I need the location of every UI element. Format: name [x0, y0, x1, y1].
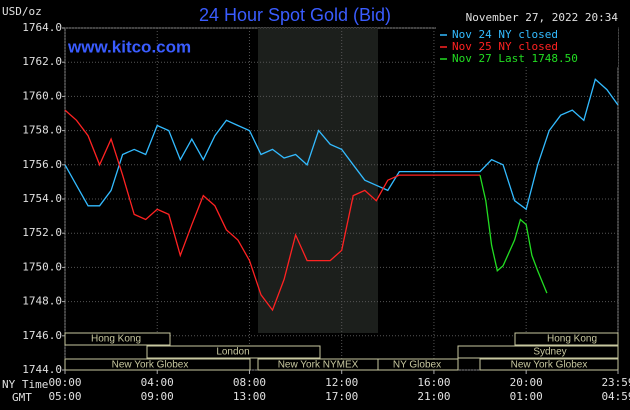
x-tick-label: 16:00: [417, 376, 450, 389]
series-line: [64, 78, 619, 211]
y-tick-label: 1764.0: [22, 21, 62, 34]
market-hours-band: [258, 28, 378, 333]
session-bar: [64, 332, 171, 346]
lines: [64, 78, 619, 312]
y-tick-label: 1756.0: [22, 158, 62, 171]
timestamp: November 27, 2022 20:34: [466, 11, 619, 24]
x2-axis-label: GMT: [12, 391, 32, 404]
chart-title: 24 Hour Spot Gold (Bid): [199, 5, 391, 25]
session-label: Hong Kong: [547, 334, 597, 345]
y-tick-label: 1746.0: [22, 329, 62, 342]
y-axis-label: USD/oz: [2, 5, 42, 18]
x-tick-label: 00:00: [48, 376, 81, 389]
session-label: New York Globex: [511, 360, 588, 371]
y-tick-label: 1748.0: [22, 295, 62, 308]
x-axis-label: NY Time: [2, 378, 48, 391]
series-line: [64, 109, 480, 312]
y-tick-label: 1758.0: [22, 124, 62, 137]
x2-tick-label: 17:00: [325, 390, 358, 403]
x-tick-label: 12:00: [325, 376, 358, 389]
session-label: NY Globex: [393, 360, 441, 371]
x2-tick-label: 04:59: [601, 390, 630, 403]
x-tick-label: 04:00: [141, 376, 174, 389]
watermark: www.kitco.com: [67, 37, 191, 56]
x2-tick-label: 09:00: [141, 390, 174, 403]
x-tick-label: 23:59: [601, 376, 630, 389]
x2-tick-label: 05:00: [48, 390, 81, 403]
legend-box: [436, 27, 618, 67]
x2-tick-label: 01:00: [510, 390, 543, 403]
series-line: [479, 174, 548, 294]
session-label: Hong Kong: [91, 334, 141, 345]
session-bar: [479, 358, 619, 371]
x2-tick-label: 13:00: [233, 390, 266, 403]
x-tick-label: 08:00: [233, 376, 266, 389]
y-tick-label: 1752.0: [22, 226, 62, 239]
y-tick-label: 1750.0: [22, 260, 62, 273]
session-bar: [514, 332, 619, 346]
x2-tick-label: 21:00: [417, 390, 450, 403]
session-label: Sydney: [533, 347, 566, 358]
legend-label: Nov 24 NY closed: [452, 28, 558, 41]
legend-label: Nov 27 Last 1748.50: [452, 52, 578, 65]
session-bar: [377, 358, 459, 371]
session-label: New York Globex: [112, 360, 189, 371]
sessions: Hong Kong Hong Kong London Sydney New Yo…: [64, 332, 619, 371]
legend-label: Nov 25 NY closed: [452, 40, 558, 53]
y-tick-label: 1744.0: [22, 363, 62, 376]
y-tick-label: 1760.0: [22, 89, 62, 102]
session-label: London: [216, 347, 249, 358]
session-label: New York NYMEX: [278, 360, 359, 371]
y-tick-label: 1762.0: [22, 55, 62, 68]
x-tick-label: 20:00: [510, 376, 543, 389]
session-bar: [457, 345, 619, 359]
y-tick-label: 1754.0: [22, 192, 62, 205]
session-bar: [146, 345, 321, 359]
